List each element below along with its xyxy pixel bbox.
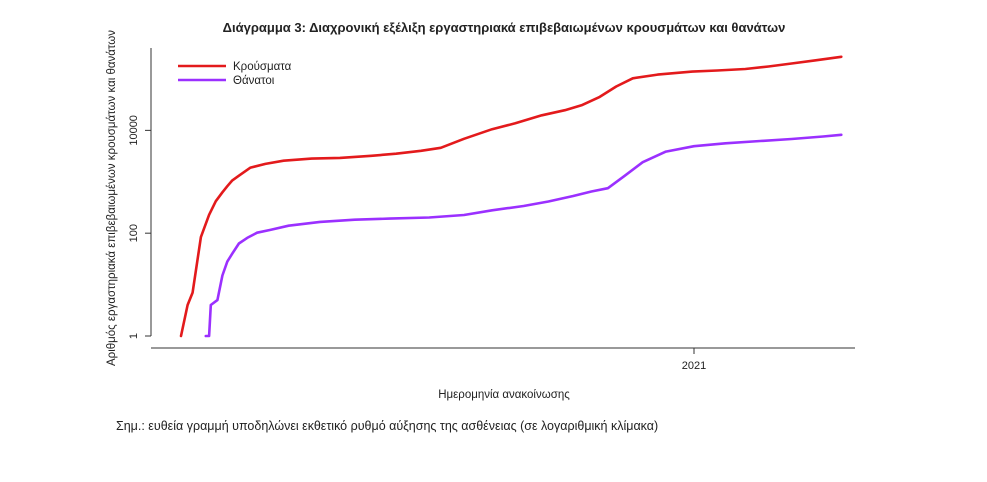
y-tick-label: 1 xyxy=(128,333,140,339)
chart-title: Διάγραμμα 3: Διαχρονική εξέλιξη εργαστηρ… xyxy=(223,20,786,35)
y-ticks: 1 100 10000 xyxy=(128,115,151,339)
y-axis-label: Αριθμός εργαστηριακά επιβεβαιωμένων κρου… xyxy=(106,30,118,366)
legend-label-1: Κρούσματα xyxy=(233,61,292,73)
x-ticks: 2021 xyxy=(682,348,706,372)
series-line-1 xyxy=(179,55,843,338)
series-lines xyxy=(179,55,843,338)
x-tick-label: 2021 xyxy=(682,360,706,372)
y-tick-label: 10000 xyxy=(128,115,140,146)
footnote: Σημ.: ευθεία γραμμή υποδηλώνει εκθετικό … xyxy=(116,419,659,433)
legend: Κρούσματα Θάνατοι xyxy=(178,61,292,87)
legend-label-2: Θάνατοι xyxy=(233,75,275,87)
y-tick-label: 100 xyxy=(128,224,140,242)
series-line-2 xyxy=(204,133,843,338)
x-axis-label: Ημερομηνία ανακοίνωσης xyxy=(438,389,570,401)
